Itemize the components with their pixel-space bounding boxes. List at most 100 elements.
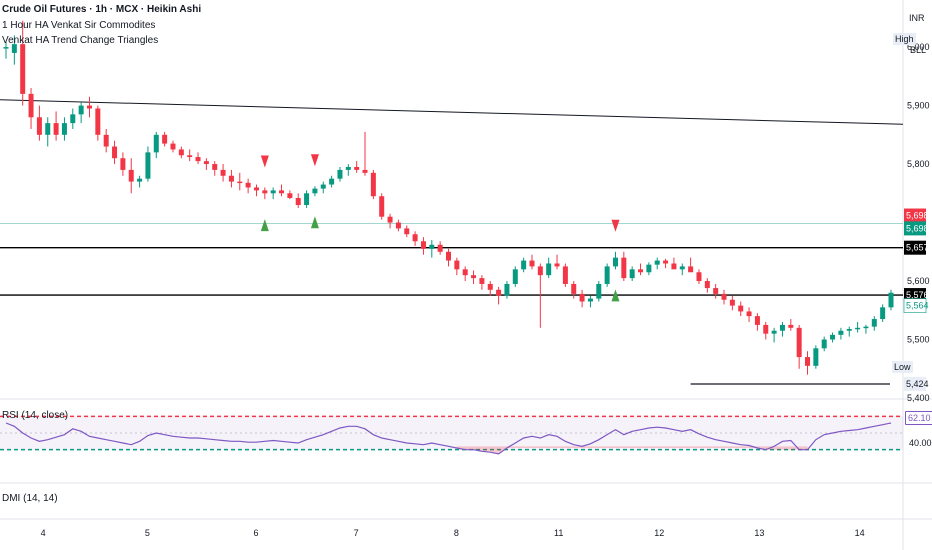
price-tag-label: 5,698 xyxy=(906,223,929,233)
candle xyxy=(571,283,577,294)
rsi-label[interactable]: RSI (14, close) xyxy=(2,410,69,421)
candle xyxy=(228,175,234,182)
price-tick-label: 6,000 xyxy=(907,42,930,52)
candle xyxy=(646,264,652,273)
candle xyxy=(120,158,126,170)
candle xyxy=(788,324,794,328)
trend-line xyxy=(0,99,904,125)
candle xyxy=(504,283,510,296)
candle xyxy=(779,324,785,331)
candle xyxy=(279,190,285,194)
candle xyxy=(621,257,627,279)
candle xyxy=(888,292,894,308)
candle xyxy=(855,327,861,330)
candle xyxy=(487,283,493,290)
time-tick-label: 12 xyxy=(654,528,664,538)
candle xyxy=(754,316,760,325)
candle xyxy=(738,305,744,312)
price-tick-label: 5,800 xyxy=(907,159,930,169)
candle xyxy=(671,263,677,270)
price-tag-label: 5,424 xyxy=(906,379,929,389)
candle xyxy=(86,105,92,109)
candle xyxy=(395,222,401,229)
candle xyxy=(362,169,368,173)
indicator-label-1[interactable]: 1 Hour HA Venkat Sir Commodites xyxy=(2,20,156,31)
candle xyxy=(295,197,301,205)
candle xyxy=(153,134,159,153)
rsi-value-tag: 62.10 xyxy=(905,411,932,425)
price-tag-label: 5,698 xyxy=(906,211,929,221)
candle xyxy=(195,157,201,162)
candle xyxy=(345,166,351,170)
candle xyxy=(203,161,209,165)
candle xyxy=(3,47,9,49)
time-tick-label: 6 xyxy=(253,528,258,538)
candle xyxy=(145,152,151,179)
candle xyxy=(404,228,410,235)
candle xyxy=(162,134,168,144)
candle xyxy=(688,266,694,273)
candle xyxy=(813,348,819,366)
price-tag xyxy=(903,298,927,313)
unit-label: BLL xyxy=(910,45,927,55)
candle xyxy=(763,324,769,334)
candle xyxy=(587,298,593,302)
candle xyxy=(11,44,17,53)
candle xyxy=(612,257,618,267)
time-tick-label: 14 xyxy=(855,528,865,538)
candle xyxy=(61,123,67,135)
indicator-label-2[interactable]: Venkat HA Trend Change Triangles xyxy=(2,35,159,46)
candle xyxy=(253,187,259,191)
candle xyxy=(721,293,727,300)
time-tick-label: 4 xyxy=(41,528,46,538)
candle xyxy=(304,193,310,205)
candle xyxy=(187,155,193,158)
chart-title: Crude Oil Futures · 1h · MCX · Heikin As… xyxy=(2,4,202,15)
candle xyxy=(562,266,568,284)
high-badge: High xyxy=(893,33,916,45)
candle xyxy=(287,193,293,198)
candle xyxy=(529,260,535,267)
candle xyxy=(437,244,443,252)
candle xyxy=(387,216,393,223)
candle xyxy=(53,123,59,135)
candle xyxy=(329,178,335,185)
candle xyxy=(178,149,184,156)
candle xyxy=(537,266,543,276)
currency-label: INR xyxy=(909,13,925,23)
candle xyxy=(370,172,376,197)
candle xyxy=(354,166,360,170)
candle xyxy=(771,330,777,334)
price-tag-label: 5,657 xyxy=(906,243,929,253)
candle xyxy=(471,275,477,279)
candle xyxy=(28,93,34,118)
trend-down-triangle xyxy=(310,154,319,167)
candle xyxy=(420,241,426,249)
candle xyxy=(45,123,51,135)
candle xyxy=(713,288,719,294)
time-tick-label: 7 xyxy=(354,528,359,538)
candle xyxy=(270,190,276,194)
trend-up-triangle xyxy=(611,289,620,302)
candle xyxy=(262,190,268,194)
candle xyxy=(554,263,560,267)
trend-down-triangle xyxy=(611,219,620,232)
candle xyxy=(871,319,877,327)
candle xyxy=(863,326,869,329)
candle xyxy=(220,169,226,176)
price-tick-label: 5,900 xyxy=(907,101,930,111)
dmi-label[interactable]: DMI (14, 14) xyxy=(2,493,58,504)
candle xyxy=(846,328,852,331)
price-tag xyxy=(904,208,926,223)
candle xyxy=(830,334,836,340)
candle xyxy=(312,188,318,194)
candle xyxy=(704,281,710,289)
candle xyxy=(95,108,101,135)
candle xyxy=(654,260,660,265)
candle xyxy=(245,182,251,188)
candle xyxy=(729,299,735,306)
trend-up-triangle xyxy=(260,219,269,232)
candle xyxy=(838,330,844,335)
candle xyxy=(112,146,118,159)
